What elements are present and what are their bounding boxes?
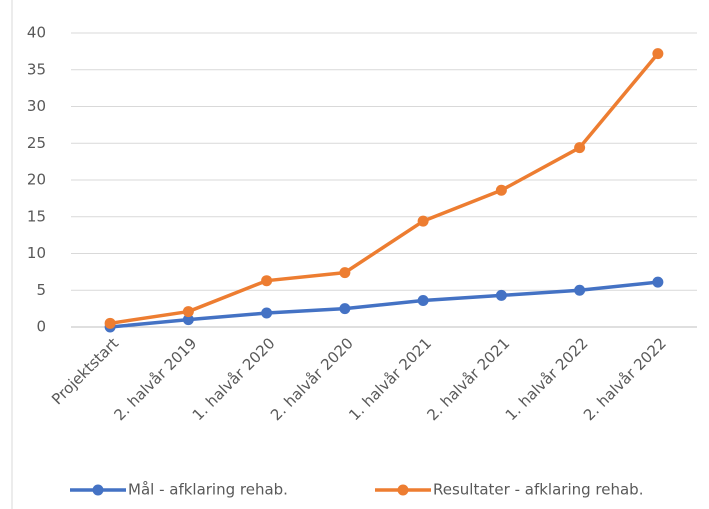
y-tick-label: 0 — [36, 318, 46, 336]
marker — [574, 284, 586, 296]
y-tick-label: 30 — [27, 97, 46, 115]
marker — [417, 295, 429, 307]
x-tick-label: 2. halvår 2021 — [423, 334, 513, 424]
series-line — [109, 280, 659, 329]
y-tick-label: 20 — [27, 171, 46, 189]
x-tick-label: Projektstart — [48, 334, 122, 408]
x-tick-label: 1. halvår 2021 — [345, 334, 435, 424]
marker — [574, 142, 586, 154]
marker — [261, 307, 273, 319]
marker — [261, 275, 273, 287]
legend-label: Mål - afklaring rehab. — [128, 481, 288, 499]
y-tick-label: 10 — [27, 244, 46, 262]
marker — [182, 306, 194, 318]
x-tick-label: 1. halvår 2022 — [502, 334, 592, 424]
y-tick-label: 25 — [27, 134, 46, 152]
y-tick-label: 5 — [36, 281, 46, 299]
x-tick-label: 2. halvår 2022 — [580, 334, 670, 424]
y-tick-label: 40 — [27, 24, 46, 42]
marker — [652, 48, 664, 60]
y-tick-label: 15 — [27, 207, 46, 225]
legend-label: Resultater - afklaring rehab. — [433, 481, 643, 499]
y-tick-label: 35 — [27, 60, 46, 78]
legend-marker — [92, 484, 104, 496]
marker — [339, 267, 351, 279]
x-tick-label: 2. halvår 2020 — [267, 334, 357, 424]
marker — [417, 215, 429, 227]
marker — [339, 303, 351, 315]
marker — [652, 276, 664, 288]
x-tick-label: 1. halvår 2020 — [189, 334, 279, 424]
marker — [495, 289, 507, 301]
legend-marker — [397, 484, 409, 496]
series-line — [109, 52, 660, 326]
x-tick-label: 2. halvår 2019 — [110, 334, 200, 424]
marker — [182, 314, 194, 326]
marker — [104, 317, 116, 329]
marker — [495, 184, 507, 196]
